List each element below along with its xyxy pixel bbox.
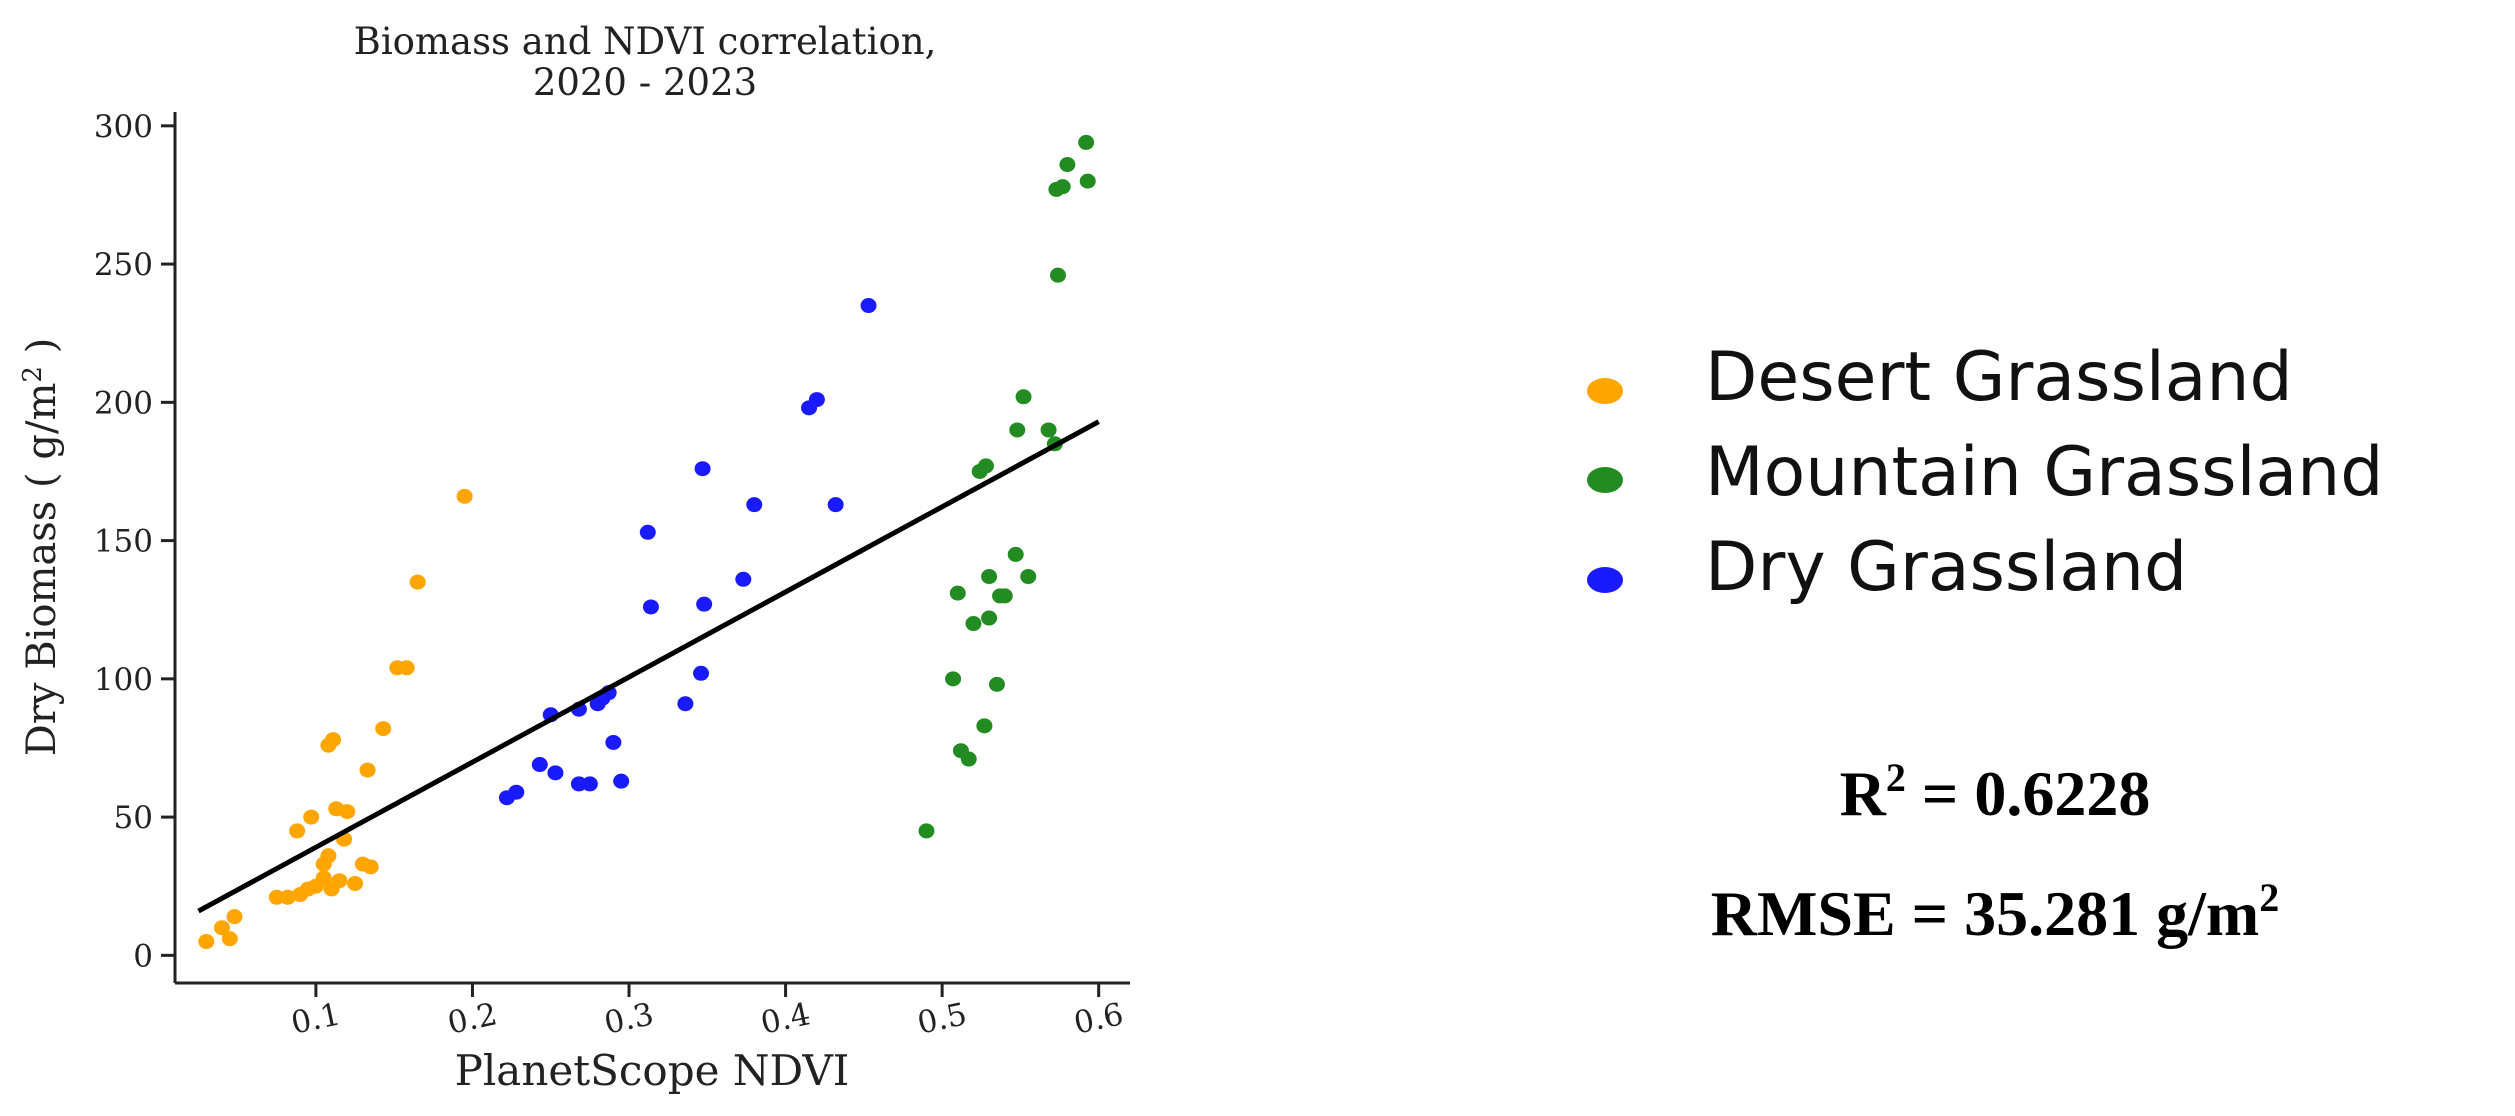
point-dry-grassland [696,596,713,612]
point-mountain-grassland [976,718,993,734]
y-tick-label: 0 [133,938,153,974]
point-dry-grassland [694,461,711,477]
point-desert-grassland [221,931,238,947]
point-mountain-grassland [945,671,962,687]
rmse-main: RMSE = 35.281 g/m [1711,878,2259,949]
rmse-sup: 2 [2259,875,2279,920]
y-tick-label: 300 [94,109,153,145]
point-dry-grassland [860,298,877,314]
x-tick-label: 0.5 [914,996,970,1041]
point-dry-grassland [642,599,659,615]
legend-label-mountain: Mountain Grassland [1705,433,2383,512]
point-mountain-grassland [960,751,977,767]
point-mountain-grassland [981,610,998,626]
regression-line-group [197,419,1100,914]
point-desert-grassland [320,848,337,864]
y-axis-label-sup: 2 [18,366,48,383]
legend-marker-dry [1587,567,1623,593]
point-desert-grassland [398,660,415,676]
point-dry-grassland [677,696,694,712]
point-desert-grassland [409,574,426,590]
r-squared-value: = 0.6228 [1906,758,2150,829]
r-squared-main: R [1840,758,1887,829]
point-desert-grassland [375,721,392,737]
point-dry-grassland [639,524,656,540]
point-mountain-grassland [1015,389,1032,405]
point-dry-grassland [531,757,548,773]
legend-marker-mountain [1587,467,1623,493]
point-dry-grassland [508,784,525,800]
point-dry-grassland [547,765,564,781]
x-axis-label: PlanetScope NDVI [455,1046,850,1095]
legend-label-dry: Dry Grassland [1705,528,2187,607]
y-tick-label: 250 [94,247,153,283]
y-tick-label: 150 [94,524,153,560]
chart-title-line-2: 2020 - 2023 [533,61,757,104]
x-ticks: 0.1 0.2 0.3 0.4 0.5 0.6 [288,983,1127,1042]
r-squared-stat: R2 = 0.6228 [1840,755,2151,829]
point-mountain-grassland [1020,569,1037,585]
legend-label-desert: Desert Grassland [1705,338,2293,417]
regression-line [197,419,1100,914]
point-mountain-grassland [949,585,966,601]
point-mountain-grassland [1059,157,1076,173]
point-mountain-grassland [1079,173,1096,189]
y-axis-label: Dry Biomass ( g/m2 ) [18,338,65,757]
point-dry-grassland [605,734,622,750]
data-points [198,134,1096,950]
point-mountain-grassland [1040,422,1057,438]
legend-marker-desert [1587,378,1623,404]
point-mountain-grassland [1009,422,1026,438]
point-mountain-grassland [1054,179,1071,195]
x-tick-label: 0.6 [1071,996,1127,1041]
point-dry-grassland [746,497,763,513]
chart-title-line-1: Biomass and NDVI correlation, [354,20,937,63]
y-axis-label-end: ) [19,338,65,366]
point-desert-grassland [279,889,296,905]
point-dry-grassland [613,773,630,789]
rmse-stat: RMSE = 35.281 g/m2 [1711,875,2279,949]
y-ticks: 0 50 100 150 200 250 300 [94,109,175,974]
x-tick-label: 0.2 [445,996,501,1041]
y-axis-label-main: Dry Biomass ( g/m [19,383,65,757]
point-mountain-grassland [988,676,1005,692]
point-mountain-grassland [981,569,998,585]
point-desert-grassland [456,488,473,504]
point-desert-grassland [325,732,342,748]
point-desert-grassland [339,804,356,820]
y-tick-label: 100 [94,662,153,698]
point-desert-grassland [213,920,230,936]
point-desert-grassland [315,870,332,886]
point-mountain-grassland [1007,546,1024,562]
point-desert-grassland [198,934,215,950]
point-desert-grassland [289,823,306,839]
point-desert-grassland [362,859,379,875]
x-tick-label: 0.3 [601,996,657,1041]
r-squared-sup: 2 [1886,755,1906,800]
point-mountain-grassland [918,823,935,839]
point-mountain-grassland [965,616,982,632]
point-mountain-grassland [1049,267,1066,283]
point-dry-grassland [570,776,587,792]
point-desert-grassland [359,762,376,778]
x-tick-label: 0.4 [758,996,814,1041]
point-desert-grassland [303,809,320,825]
point-desert-grassland [268,889,285,905]
legend: Desert Grassland Mountain Grassland Dry … [1587,338,2383,607]
point-dry-grassland [581,776,598,792]
point-mountain-grassland [996,588,1013,604]
point-dry-grassland [808,392,825,408]
point-dry-grassland [693,665,710,681]
point-desert-grassland [331,873,348,889]
point-desert-grassland [226,909,243,925]
y-tick-label: 200 [94,385,153,421]
point-dry-grassland [735,571,752,587]
y-tick-label: 50 [114,800,153,836]
x-tick-label: 0.1 [288,996,344,1041]
point-desert-grassland [347,875,364,891]
point-mountain-grassland [977,458,994,474]
point-mountain-grassland [1078,134,1095,150]
point-dry-grassland [827,497,844,513]
